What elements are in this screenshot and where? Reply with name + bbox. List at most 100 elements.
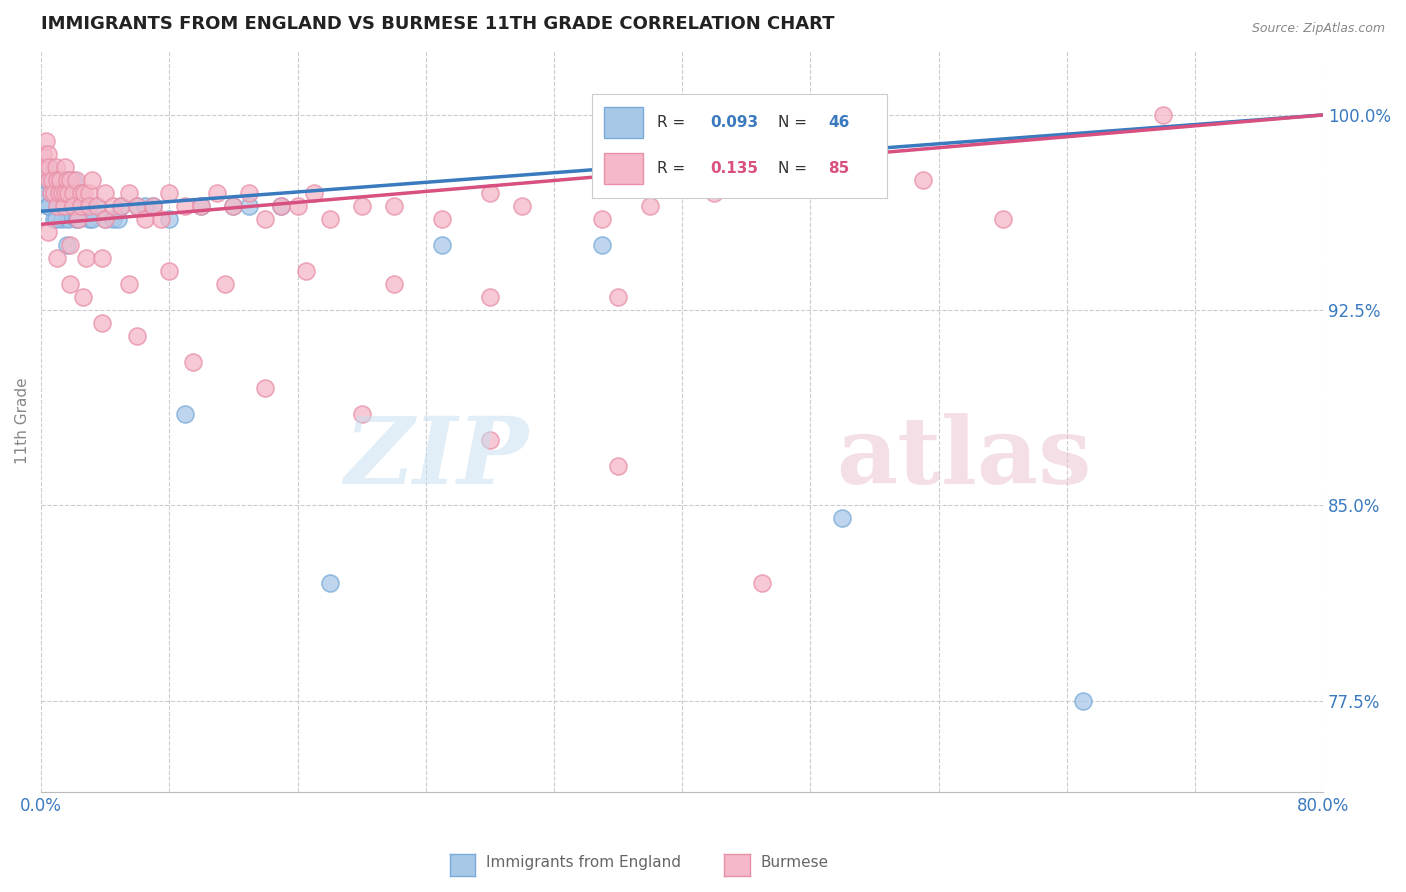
- Point: [254, 381, 277, 395]
- Point: [118, 277, 141, 292]
- Point: [38, 173, 60, 187]
- Point: [41, 186, 63, 200]
- Point: [46, 173, 69, 187]
- Point: [510, 199, 533, 213]
- Point: [35, 134, 58, 148]
- Point: [86, 199, 108, 213]
- Point: [751, 576, 773, 591]
- Point: [62, 186, 84, 200]
- Bar: [605, 153, 643, 184]
- Text: R =: R =: [657, 161, 690, 176]
- Point: [991, 212, 1014, 227]
- Point: [49, 186, 72, 200]
- Point: [37, 225, 59, 239]
- Point: [53, 199, 76, 213]
- Point: [34, 186, 56, 200]
- Point: [270, 199, 292, 213]
- Point: [42, 186, 65, 200]
- Point: [238, 199, 260, 213]
- Point: [48, 173, 70, 187]
- Point: [318, 576, 340, 591]
- Point: [82, 173, 104, 187]
- Point: [350, 199, 373, 213]
- Text: N =: N =: [778, 115, 813, 130]
- Point: [127, 199, 149, 213]
- Text: ZIP: ZIP: [344, 413, 529, 503]
- Point: [183, 355, 205, 369]
- Point: [107, 212, 129, 227]
- Point: [58, 212, 80, 227]
- Point: [77, 212, 100, 227]
- Point: [118, 186, 141, 200]
- Point: [110, 199, 132, 213]
- Point: [65, 212, 87, 227]
- Text: 0.093: 0.093: [710, 115, 758, 130]
- Point: [51, 186, 73, 200]
- Point: [55, 173, 77, 187]
- Text: 85: 85: [828, 161, 849, 176]
- Point: [430, 212, 453, 227]
- Point: [91, 316, 114, 330]
- Point: [44, 160, 66, 174]
- Point: [39, 186, 62, 200]
- Text: 0.135: 0.135: [710, 161, 758, 176]
- Point: [238, 186, 260, 200]
- Point: [103, 212, 125, 227]
- Point: [75, 199, 97, 213]
- Point: [382, 199, 405, 213]
- Point: [318, 212, 340, 227]
- Point: [75, 251, 97, 265]
- Point: [287, 199, 309, 213]
- Point: [38, 199, 60, 213]
- Point: [46, 173, 69, 187]
- Point: [82, 212, 104, 227]
- Point: [214, 277, 236, 292]
- Point: [94, 186, 117, 200]
- Point: [42, 212, 65, 227]
- Point: [222, 199, 245, 213]
- Point: [59, 186, 82, 200]
- Point: [478, 434, 501, 448]
- Point: [382, 277, 405, 292]
- Text: atlas: atlas: [837, 413, 1091, 503]
- Point: [591, 212, 613, 227]
- Point: [94, 212, 117, 227]
- Point: [38, 160, 60, 174]
- Text: IMMIGRANTS FROM ENGLAND VS BURMESE 11TH GRADE CORRELATION CHART: IMMIGRANTS FROM ENGLAND VS BURMESE 11TH …: [41, 15, 835, 33]
- Point: [110, 199, 132, 213]
- Point: [53, 160, 76, 174]
- Point: [41, 173, 63, 187]
- Point: [62, 199, 84, 213]
- Point: [38, 160, 60, 174]
- Point: [1152, 108, 1174, 122]
- Point: [59, 238, 82, 252]
- Point: [150, 212, 173, 227]
- Point: [134, 199, 156, 213]
- Point: [70, 199, 93, 213]
- Text: R =: R =: [657, 115, 690, 130]
- Point: [46, 251, 69, 265]
- Point: [53, 186, 76, 200]
- Point: [157, 212, 180, 227]
- Point: [52, 199, 75, 213]
- Point: [207, 186, 229, 200]
- Y-axis label: 11th Grade: 11th Grade: [15, 377, 30, 464]
- Point: [911, 173, 934, 187]
- Text: N =: N =: [778, 161, 813, 176]
- Point: [59, 277, 82, 292]
- Point: [73, 186, 96, 200]
- Point: [70, 186, 93, 200]
- Point: [46, 199, 69, 213]
- Point: [62, 199, 84, 213]
- Point: [478, 290, 501, 304]
- Point: [831, 511, 853, 525]
- Point: [94, 212, 117, 227]
- Text: Burmese: Burmese: [761, 855, 828, 870]
- Point: [37, 199, 59, 213]
- Point: [254, 212, 277, 227]
- Point: [591, 238, 613, 252]
- Point: [174, 407, 197, 421]
- Point: [607, 459, 630, 474]
- Point: [91, 251, 114, 265]
- Point: [39, 186, 62, 200]
